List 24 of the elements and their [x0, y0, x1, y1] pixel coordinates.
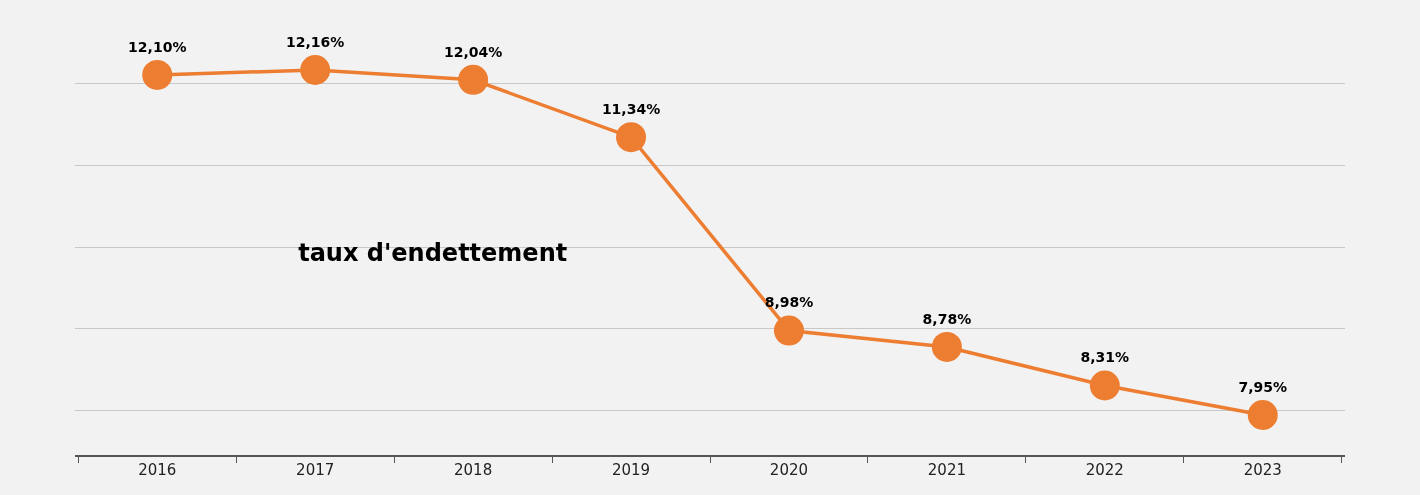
text: taux d'endettement: [298, 238, 568, 267]
x-tick-label: 2021: [927, 460, 966, 479]
x-tick-label: 2017: [296, 460, 335, 479]
x-tick-label: 2016: [138, 460, 177, 479]
data-label: 7,95%: [1238, 378, 1288, 395]
point: [773, 315, 804, 346]
point: [1089, 370, 1120, 401]
data-label: 12,10%: [128, 38, 187, 55]
x-tick-label: 2023: [1243, 460, 1282, 479]
point: [616, 122, 647, 153]
point: [458, 64, 489, 95]
data-label: 8,31%: [1080, 349, 1130, 366]
x-tick-label: 2022: [1085, 460, 1124, 479]
x-tick-label: 2020: [769, 460, 809, 479]
point: [931, 331, 962, 362]
data-label: 8,78%: [922, 310, 972, 327]
point: [142, 59, 173, 90]
x-tick-label: 2018: [454, 460, 493, 479]
x-tick-label: 2019: [611, 460, 651, 479]
data-label: 11,34%: [601, 100, 661, 117]
point: [1247, 400, 1278, 430]
data-label: 12,04%: [443, 43, 503, 60]
data-label: 12,16%: [286, 33, 345, 50]
point: [300, 55, 331, 85]
